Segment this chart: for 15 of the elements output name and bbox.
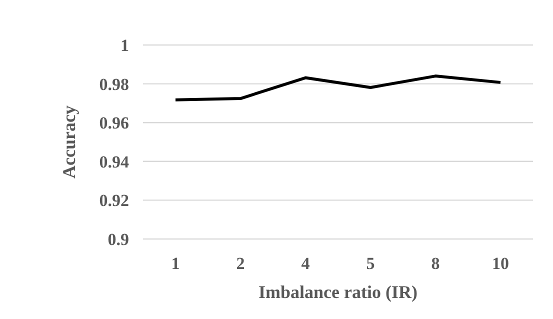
x-tick-label: 1	[171, 254, 180, 273]
x-tick-label: 8	[431, 254, 440, 273]
x-tick-label: 4	[301, 254, 310, 273]
y-tick-label: 1	[120, 36, 129, 55]
y-tick-label: 0.9	[108, 230, 129, 249]
y-tick-label: 0.98	[99, 74, 129, 94]
y-tick-label: 0.96	[99, 114, 129, 133]
x-tick-label: 2	[236, 254, 245, 273]
y-tick-label: 0.94	[99, 152, 130, 172]
y-tick-label: 0.92	[99, 191, 129, 210]
x-tick-label: 10	[492, 254, 509, 273]
y-axis-title: Accuracy	[59, 106, 79, 178]
x-tick-label: 5	[366, 254, 375, 273]
line-series	[174, 74, 502, 102]
x-axis-title: Imbalance ratio (IR)	[258, 282, 418, 302]
